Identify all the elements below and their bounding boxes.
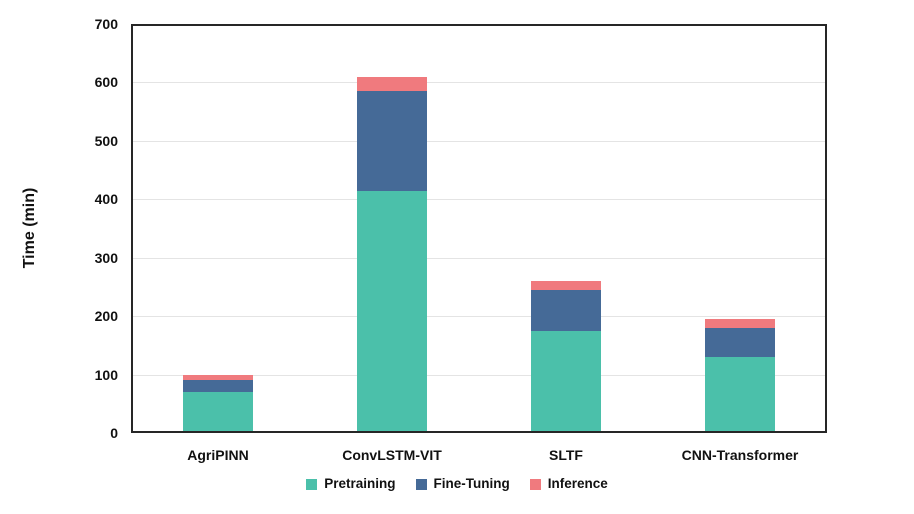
bar-segment-SLTF-Inference <box>531 281 601 290</box>
bar-segment-CNN-Transformer-Fine-Tuning <box>705 327 775 357</box>
legend-label: Pretraining <box>324 476 396 491</box>
gridline-100 <box>131 374 827 376</box>
legend-swatch-icon <box>529 478 541 490</box>
y-tick-label-300: 300 <box>94 249 118 266</box>
legend-swatch-icon <box>306 478 318 490</box>
plot-area <box>131 24 827 433</box>
y-tick-label-100: 100 <box>94 366 118 383</box>
bar-segment-CNN-Transformer-Inference <box>705 319 775 328</box>
bar-segment-SLTF-Fine-Tuning <box>531 289 601 331</box>
x-category-label-ConvLSTM-VIT: ConvLSTM-VIT <box>342 447 442 463</box>
bar-segment-AgriPINN-Fine-Tuning <box>183 380 253 393</box>
bar-AgriPINN <box>183 374 253 433</box>
y-tick-label-200: 200 <box>94 308 118 325</box>
y-tick-label-700: 700 <box>94 16 118 32</box>
bar-segment-CNN-Transformer-Pretraining <box>705 357 775 433</box>
chart-legend: Pretraining Fine-Tuning Inference <box>0 476 914 492</box>
x-category-label-SLTF: SLTF <box>549 447 583 463</box>
gridline-500 <box>131 140 827 142</box>
legend-swatch-icon <box>415 478 427 490</box>
bar-segment-ConvLSTM-VIT-Inference <box>357 76 427 92</box>
bar-segment-ConvLSTM-VIT-Fine-Tuning <box>357 91 427 191</box>
y-tick-label-400: 400 <box>94 191 118 208</box>
bar-segment-AgriPINN-Inference <box>183 374 253 381</box>
legend-label: Inference <box>547 476 608 491</box>
y-tick-label-0: 0 <box>110 425 118 441</box>
x-category-label-AgriPINN: AgriPINN <box>187 447 249 463</box>
bar-segment-SLTF-Pretraining <box>531 330 601 433</box>
gridline-400 <box>131 199 827 201</box>
x-category-label-CNN-Transformer: CNN-Transformer <box>681 447 799 463</box>
bar-segment-ConvLSTM-VIT-Pretraining <box>357 190 427 433</box>
gridline-600 <box>131 82 827 84</box>
legend-item-Pretraining: Pretraining <box>306 476 396 492</box>
bar-SLTF <box>531 281 601 433</box>
y-axis-title: Time (min) <box>21 187 38 269</box>
y-tick-label-500: 500 <box>94 132 118 149</box>
legend-label: Fine-Tuning <box>433 476 510 491</box>
bar-CNN-Transformer <box>705 319 775 433</box>
legend-item-Inference: Inference <box>529 476 608 492</box>
gridline-200 <box>131 316 827 318</box>
gridline-300 <box>131 257 827 259</box>
legend-item-Fine-Tuning: Fine-Tuning <box>415 476 510 492</box>
bar-ConvLSTM-VIT <box>357 76 427 433</box>
y-tick-label-600: 600 <box>94 74 118 91</box>
bar-segment-AgriPINN-Pretraining <box>183 392 253 433</box>
